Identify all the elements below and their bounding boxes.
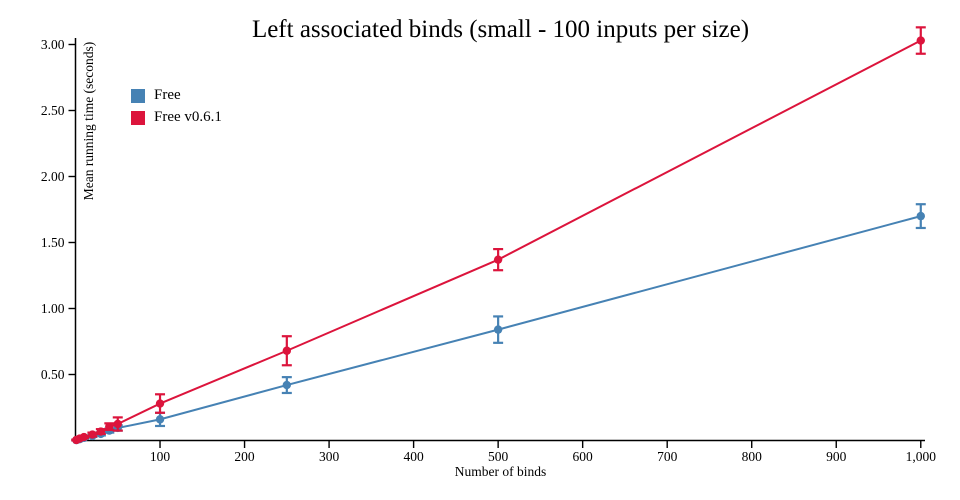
legend-swatch-free-v061 <box>131 110 145 125</box>
y-tick-label: 1.50 <box>41 235 65 250</box>
x-tick-label: 200 <box>234 449 255 464</box>
data-point <box>88 430 97 439</box>
y-tick-label: 3.00 <box>41 37 65 52</box>
legend-swatch-free <box>131 88 145 103</box>
legend-label-free: Free <box>154 87 181 103</box>
data-point <box>79 432 89 442</box>
data-point <box>916 211 925 221</box>
series-free <box>71 203 926 445</box>
x-tick-label: 400 <box>403 449 424 464</box>
x-axis-title: Number of binds <box>454 464 547 479</box>
y-tick-label: 0.50 <box>41 367 65 382</box>
data-point <box>113 419 122 429</box>
y-tick-label: 2.50 <box>41 103 65 118</box>
x-tick-label: 100 <box>150 449 171 464</box>
data-point <box>493 255 503 264</box>
x-tick-label: 800 <box>742 449 763 464</box>
y-tick-label: 2.00 <box>41 169 65 184</box>
x-tick-label: 500 <box>488 449 509 464</box>
x-tick-label: 700 <box>657 449 678 464</box>
y-tick-label: 1.00 <box>41 301 65 316</box>
data-point <box>282 346 292 355</box>
data-point <box>155 399 165 408</box>
x-tick-label: 300 <box>319 449 340 464</box>
x-tick-label: 600 <box>573 449 594 464</box>
legend-item-free-v061: Free v0.6.1 <box>131 110 222 125</box>
data-point <box>155 415 165 424</box>
chart-title: Left associated binds (small - 100 input… <box>251 16 750 43</box>
x-tick-label: 900 <box>826 449 847 464</box>
data-point <box>105 422 114 431</box>
y-axis-title: Mean running time (seconds) <box>81 41 96 201</box>
series-free-v0-6-1 <box>71 26 926 445</box>
data-point <box>282 380 292 390</box>
legend-item-free: Free <box>131 88 222 103</box>
axes: 100 200 300 400 500 600 700 800 900 1,000 0.50 1.00… <box>41 37 936 464</box>
data-point <box>96 427 106 436</box>
data-point <box>916 36 925 45</box>
legend: Free Free v0.6.1 <box>131 88 222 125</box>
series-layer <box>71 26 926 445</box>
data-point <box>493 325 503 334</box>
x-tick-label: 1,000 <box>906 449 937 464</box>
legend-label-free-v061: Free v0.6.1 <box>154 109 222 125</box>
